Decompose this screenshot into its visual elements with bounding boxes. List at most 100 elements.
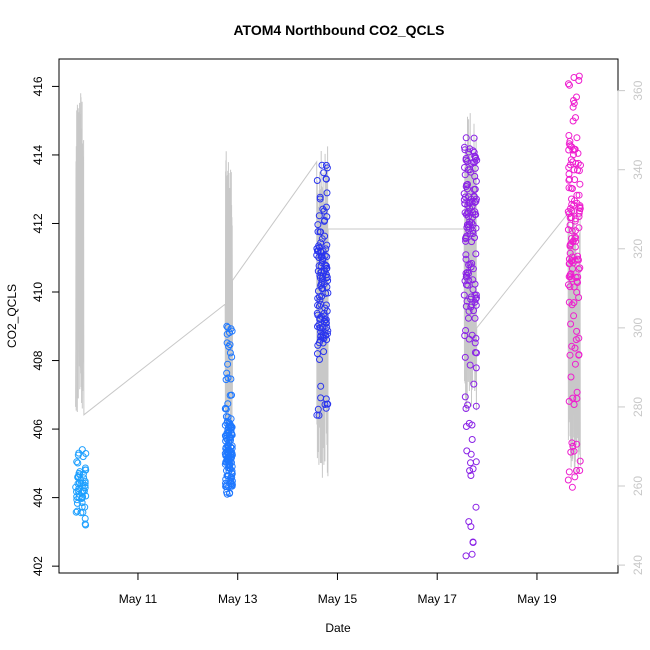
data-point <box>466 361 474 369</box>
data-point <box>571 473 579 481</box>
data-point <box>470 134 478 142</box>
data-point <box>318 284 326 292</box>
data-point <box>226 489 234 497</box>
data-point <box>73 499 81 507</box>
data-point <box>467 459 474 467</box>
data-point <box>75 469 83 477</box>
data-point <box>470 380 478 388</box>
y-right-tick-label: 300 <box>631 318 645 338</box>
y-right-tick-label: 240 <box>631 555 645 575</box>
y-axis-left: 402 404 406 408 410 412 414 416 <box>31 76 60 576</box>
data-point <box>461 393 469 401</box>
data-point <box>464 209 471 217</box>
data-point <box>568 275 576 283</box>
data-point <box>575 351 583 359</box>
data-point <box>225 343 233 350</box>
data-point <box>322 316 330 324</box>
data-point <box>223 369 231 377</box>
data-point <box>314 350 321 358</box>
data-point <box>73 458 81 466</box>
y-left-tick-label: 412 <box>31 213 45 233</box>
data-point <box>572 336 580 344</box>
data-point <box>472 402 480 410</box>
data-point <box>323 336 331 344</box>
data-point <box>466 230 474 238</box>
data-point <box>228 327 236 335</box>
data-point <box>320 207 328 215</box>
data-point <box>471 339 479 347</box>
data-point <box>316 195 324 203</box>
data-point <box>462 134 470 142</box>
data-point <box>228 353 236 361</box>
data-point <box>567 184 575 192</box>
data-point <box>322 262 330 270</box>
data-point <box>81 503 89 511</box>
data-point <box>320 348 328 356</box>
data-point <box>472 503 480 511</box>
data-point <box>570 401 578 408</box>
y-right-tick-label: 320 <box>631 238 645 258</box>
data-point <box>465 270 472 277</box>
data-point <box>465 314 472 322</box>
data-point <box>565 298 573 306</box>
data-point <box>570 99 578 107</box>
data-point <box>79 453 87 461</box>
data-point <box>80 474 88 482</box>
data-point <box>467 293 475 301</box>
x-tick-label: May 11 <box>119 592 158 606</box>
data-point <box>314 221 322 229</box>
data-point <box>469 276 477 284</box>
data-point <box>460 291 468 299</box>
data-point <box>224 374 232 382</box>
data-point <box>568 342 576 350</box>
co2-line <box>75 93 582 478</box>
data-point <box>324 400 332 408</box>
data-point <box>316 356 323 363</box>
data-point <box>314 405 322 413</box>
data-point <box>470 148 478 156</box>
data-point <box>566 214 574 222</box>
data-point <box>313 177 321 184</box>
point-group-5 <box>564 72 584 491</box>
line-series <box>75 93 582 478</box>
data-point <box>73 507 81 515</box>
data-point <box>319 272 327 280</box>
data-point <box>323 323 331 331</box>
data-point <box>317 382 325 390</box>
data-point <box>565 132 573 139</box>
data-point <box>314 294 322 302</box>
data-point <box>566 221 574 229</box>
data-point <box>222 376 230 384</box>
data-point <box>463 447 471 455</box>
data-point <box>318 161 326 169</box>
y-left-tick-label: 408 <box>31 350 45 370</box>
data-point <box>568 235 575 242</box>
data-point <box>226 349 234 357</box>
data-point <box>569 158 577 166</box>
data-point <box>462 552 470 560</box>
data-point <box>323 189 331 197</box>
data-point <box>315 321 323 329</box>
data-point <box>571 344 579 352</box>
data-point <box>461 209 469 217</box>
data-point <box>316 228 324 236</box>
data-point <box>467 450 475 458</box>
y-axis-label: CO2_QCLS <box>5 284 19 348</box>
data-point <box>471 314 479 322</box>
data-point <box>469 538 477 546</box>
data-point <box>228 469 236 477</box>
chart-title: ATOM4 Northbound CO2_QCLS <box>233 22 444 38</box>
data-point <box>462 405 470 412</box>
y-right-tick-label: 340 <box>631 159 645 179</box>
data-point <box>322 161 330 169</box>
x-tick-label: May 19 <box>517 592 557 606</box>
y-left-tick-label: 410 <box>31 282 45 302</box>
data-point <box>565 176 573 184</box>
data-point <box>314 301 322 309</box>
data-point <box>78 482 86 490</box>
data-point <box>465 213 472 221</box>
data-point <box>468 238 476 246</box>
data-point <box>569 103 577 111</box>
data-point <box>81 466 89 474</box>
plot-frame <box>58 58 619 574</box>
